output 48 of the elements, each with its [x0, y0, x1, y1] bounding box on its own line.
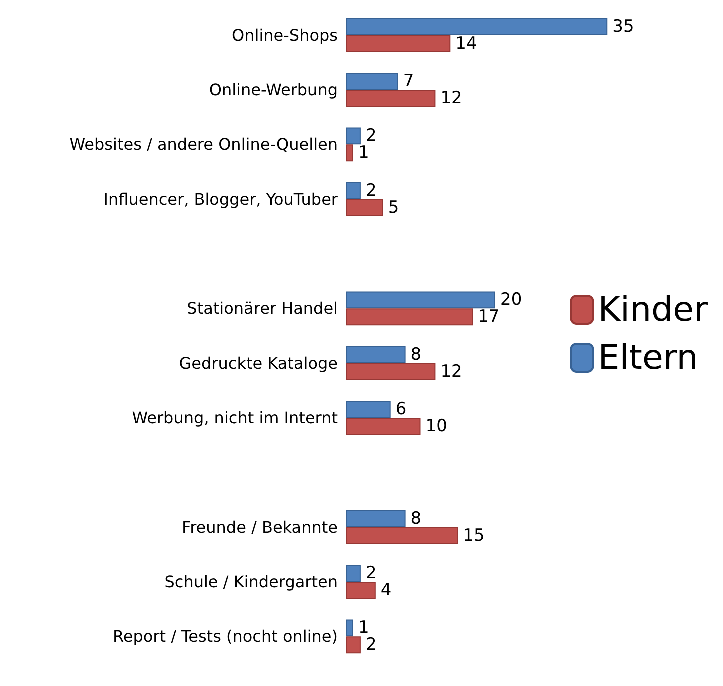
bar	[346, 128, 361, 145]
data-label: 20	[500, 290, 522, 310]
bar	[346, 636, 361, 654]
bar	[346, 510, 406, 528]
y-tick-label: Freunde / Bekannte	[182, 518, 338, 537]
bar	[346, 401, 391, 418]
y-tick-label: Influencer, Blogger, YouTuber	[104, 190, 338, 209]
data-label: 10	[426, 416, 448, 436]
bar	[346, 199, 384, 216]
data-label: 7	[403, 72, 414, 92]
bar	[346, 35, 451, 52]
y-tick-label: Online-Werbung	[209, 80, 338, 100]
data-label: 35	[612, 16, 634, 37]
bar	[346, 527, 458, 544]
bar	[346, 144, 354, 162]
y-tick-label: Stationärer Handel	[187, 299, 338, 318]
legend-label: Kinder	[598, 290, 708, 330]
data-label: 8	[410, 508, 422, 529]
data-label: 8	[410, 344, 422, 365]
y-tick-label: Online-Shops	[232, 26, 338, 45]
data-label: 2	[366, 564, 377, 584]
bar	[346, 418, 421, 435]
data-label: 14	[456, 34, 478, 54]
legend-label: Eltern	[598, 338, 698, 378]
bar	[346, 620, 354, 637]
bar	[346, 582, 376, 599]
data-label: 12	[440, 88, 462, 108]
data-label: 17	[478, 307, 500, 328]
y-tick-label: Schule / Kindergarten	[164, 572, 338, 592]
y-tick-label: Gedruckte Kataloge	[179, 354, 338, 373]
data-label: 12	[440, 362, 462, 382]
bar	[346, 308, 474, 326]
bar	[346, 18, 608, 36]
data-label: 4	[380, 580, 392, 600]
data-label: 6	[396, 400, 407, 420]
data-label: 2	[366, 180, 377, 201]
y-tick-label: Werbung, nicht im Internt	[132, 408, 338, 428]
bar	[346, 363, 436, 380]
bar	[346, 73, 398, 90]
y-tick-label: Websites / andere Online-Quellen	[70, 135, 338, 154]
data-label: 15	[463, 526, 485, 546]
data-label: 5	[388, 198, 400, 218]
y-tick-label: Report / Tests (nocht online)	[112, 627, 338, 646]
bar	[346, 565, 361, 582]
bar	[346, 90, 436, 107]
bar	[346, 182, 361, 200]
bar	[346, 292, 496, 309]
bar	[346, 346, 406, 364]
